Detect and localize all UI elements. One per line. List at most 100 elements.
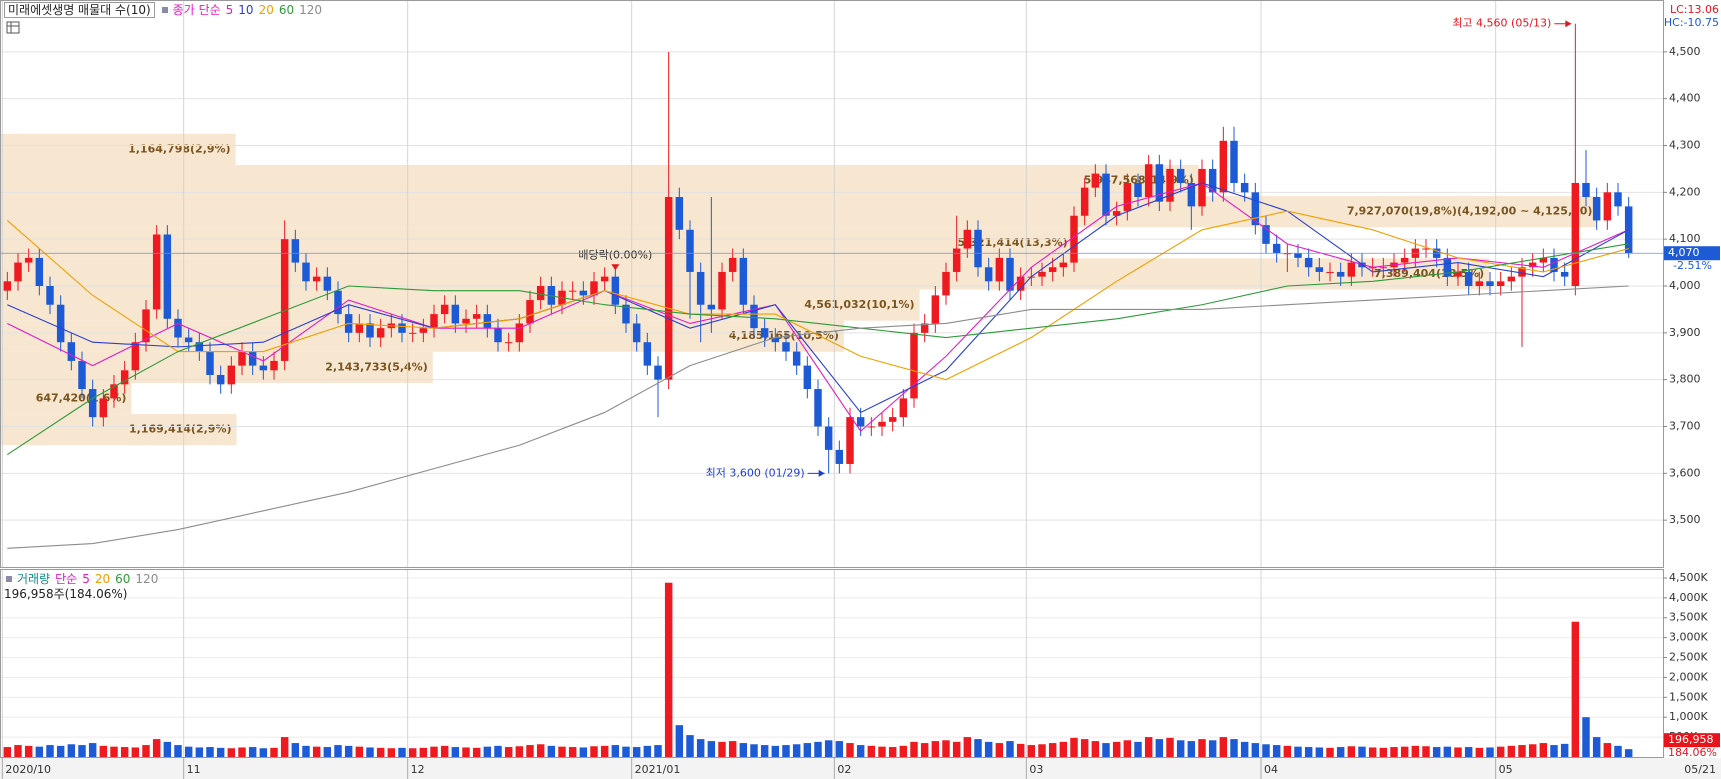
profile-band (1, 289, 920, 321)
volume-bar (1294, 746, 1302, 757)
volume-bar (302, 745, 310, 757)
candle-body (696, 271, 705, 305)
candle-body (707, 304, 716, 310)
candle-body (1102, 173, 1110, 216)
volume-bar (99, 745, 108, 757)
candle-body (472, 314, 481, 319)
candle-body (1272, 243, 1281, 254)
candle-body (1155, 164, 1164, 202)
x-tick-label: 05/21 (1684, 763, 1716, 776)
volume-bar (995, 743, 1004, 757)
volume-bar (1112, 741, 1121, 757)
volume-bar (1016, 743, 1025, 757)
volume-bar (760, 745, 769, 757)
candle-body (1198, 168, 1206, 207)
volume-bar (952, 741, 961, 757)
candle-body (1038, 271, 1046, 277)
candle-body (355, 323, 364, 333)
candle-body (323, 276, 332, 291)
candle-body (547, 286, 556, 305)
legend-square (6, 576, 12, 582)
legend-square (161, 7, 168, 13)
candle-body (1518, 267, 1526, 277)
x-tick-label: 12 (411, 763, 425, 776)
table-icon[interactable] (6, 21, 20, 34)
volume-bar (291, 743, 300, 757)
volume-panel (0, 569, 1664, 758)
volume-bar (88, 743, 97, 757)
candle-body (14, 262, 22, 282)
volume-bar (120, 747, 129, 757)
indicator-title[interactable]: 미래에셋생명 매물대 수(10) (4, 2, 155, 18)
volume-bar (1272, 745, 1281, 757)
volume-bar (184, 746, 193, 757)
volume-bar (1070, 737, 1078, 757)
volume-bar (1326, 747, 1334, 757)
volume-bar (1048, 743, 1057, 757)
ma-legend: 5 20 60 120 (82, 572, 163, 586)
volume-bar (1400, 746, 1409, 757)
volume-bar (824, 740, 833, 757)
candle-body (803, 365, 812, 390)
volume-bar (216, 747, 225, 757)
y-tick-label: 4,400 (1669, 92, 1701, 105)
y-tick-label: 4,000K (1669, 591, 1708, 604)
volume-bar (1006, 741, 1014, 757)
candle-body (152, 234, 161, 310)
candle-body (56, 304, 65, 343)
event-annotation: 배당락(0.00%) (578, 248, 652, 261)
volume-bar (1432, 747, 1441, 757)
low-annotation: 최저 3,600 (01/29) (706, 466, 805, 479)
candle-body (728, 257, 737, 272)
candle-body (291, 239, 300, 263)
x-tick-label: 2020/10 (5, 763, 51, 776)
volume-bar (163, 741, 172, 757)
candle-body (1496, 281, 1505, 286)
volume-bar (504, 747, 513, 757)
candle-body (376, 328, 385, 338)
volume-bar (1486, 747, 1494, 757)
candle-body (163, 234, 172, 319)
volume-bar (792, 744, 801, 757)
volume-bar (1091, 741, 1100, 757)
volume-bar (728, 741, 737, 757)
volume-bar (1038, 744, 1046, 757)
candle-body (1070, 215, 1078, 263)
candle-body (526, 300, 534, 324)
candle-body (270, 360, 278, 371)
volume-bar (846, 743, 854, 757)
volume-bar (323, 747, 332, 757)
volume-bar (686, 735, 694, 757)
volume-bar (526, 745, 534, 757)
volume-bar (56, 745, 65, 757)
volume-bar (867, 745, 876, 757)
volume-bar (632, 747, 641, 757)
volume-bar (1379, 747, 1388, 757)
y-tick-label: 4,100 (1669, 232, 1701, 245)
profile-label: 5,321,414(13,3%) (958, 236, 1068, 249)
volume-bar (888, 747, 897, 757)
candle-body (846, 417, 854, 464)
volume-bar (1422, 746, 1430, 757)
candle-body (366, 323, 374, 338)
candle-body (1475, 281, 1484, 286)
profile-label: 7,389,404(18,5%) (1374, 267, 1484, 280)
volume-bar (1262, 744, 1270, 757)
candle-body (1347, 262, 1356, 277)
candle-body (899, 398, 908, 418)
volume-bar (536, 744, 545, 757)
candle-body (1400, 257, 1409, 263)
legend-entry: 20 (258, 3, 274, 17)
candle-body (1134, 182, 1142, 198)
legend-entry: 60 (115, 572, 131, 586)
candle-body (1187, 182, 1196, 207)
y-tick-label: 4,300 (1669, 139, 1701, 152)
candle-body (952, 248, 961, 272)
volume-bar (24, 745, 33, 757)
volume-bar (1102, 743, 1110, 757)
candle-body (739, 257, 748, 305)
candle-body (995, 257, 1004, 282)
volume-bar (398, 747, 406, 757)
profile-label: 4,185,165(10,5%) (729, 329, 839, 342)
volume-bar (1059, 741, 1068, 757)
